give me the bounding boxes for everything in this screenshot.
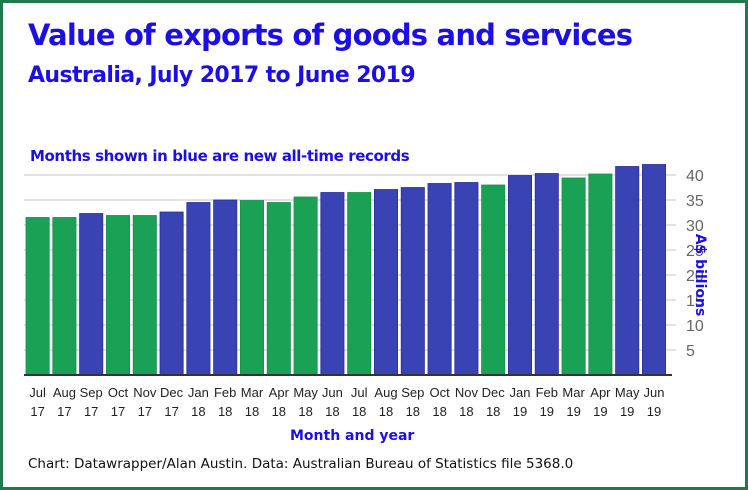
x-tick-year: 19 xyxy=(540,404,554,419)
x-tick-year: 17 xyxy=(57,404,71,419)
bar-feb-19 xyxy=(534,173,559,376)
x-tick-month: Aug xyxy=(374,385,397,400)
x-tick-year: 17 xyxy=(111,404,125,419)
bar-mar-19 xyxy=(561,177,586,376)
x-tick-month: May xyxy=(615,385,640,400)
bar-apr-19 xyxy=(588,173,613,376)
x-tick-month: Sep xyxy=(401,385,424,400)
x-tick-year: 18 xyxy=(406,404,420,419)
x-tick-month: Apr xyxy=(269,385,290,400)
x-tick-year: 17 xyxy=(164,404,178,419)
y-tick-label: 30 xyxy=(686,218,704,235)
bar-nov-18 xyxy=(454,182,479,376)
bar-may-18 xyxy=(293,196,318,376)
y-tick-label: 10 xyxy=(686,318,704,335)
y-tick-label: 15 xyxy=(686,293,704,310)
x-axis-ticks: Jul 17 Aug 17 Sep 17 Oct 17 Nov 17 Dec 17 Jan 18 Feb 18… xyxy=(29,385,664,419)
x-axis-label: Month and year xyxy=(290,428,415,444)
y-axis-ticks: 5 10 15 20 25 30 35 40 xyxy=(686,168,704,360)
x-tick-year: 19 xyxy=(513,404,527,419)
x-tick-month: Jan xyxy=(510,385,531,400)
x-tick-year: 18 xyxy=(459,404,473,419)
bar-jul-18 xyxy=(347,192,372,376)
x-tick-year: 18 xyxy=(432,404,446,419)
bar-oct-17 xyxy=(106,215,131,376)
x-tick-month: May xyxy=(293,385,318,400)
x-tick-year: 18 xyxy=(325,404,339,419)
bars xyxy=(25,164,667,376)
bar-aug-18 xyxy=(373,189,398,376)
x-tick-year: 17 xyxy=(30,404,44,419)
x-tick-year: 17 xyxy=(84,404,98,419)
y-tick-label: 20 xyxy=(686,268,704,285)
x-tick-year: 18 xyxy=(486,404,500,419)
x-tick-month: Jul xyxy=(351,385,368,400)
bar-jul-17 xyxy=(25,217,50,376)
bar-jan-19 xyxy=(507,175,532,376)
y-tick-label: 5 xyxy=(686,343,695,360)
legend-note: Months shown in blue are new all-time re… xyxy=(30,147,410,165)
x-tick-month: Oct xyxy=(429,385,450,400)
bar-jun-19 xyxy=(642,164,667,376)
bar-sep-18 xyxy=(400,187,425,376)
x-tick-month: Feb xyxy=(536,385,558,400)
bar-sep-17 xyxy=(79,213,104,376)
x-tick-month: Dec xyxy=(482,385,506,400)
x-tick-year: 19 xyxy=(647,404,661,419)
x-tick-year: 18 xyxy=(191,404,205,419)
bar-aug-17 xyxy=(52,217,77,376)
bar-oct-18 xyxy=(427,183,452,376)
x-tick-year: 18 xyxy=(298,404,312,419)
chart-subtitle: Australia, July 2017 to June 2019 xyxy=(28,63,416,88)
x-tick-month: Jul xyxy=(29,385,46,400)
x-tick-year: 18 xyxy=(272,404,286,419)
x-tick-month: Nov xyxy=(133,385,157,400)
y-tick-label: 25 xyxy=(686,243,704,260)
bar-jun-18 xyxy=(320,192,345,376)
x-tick-month: Sep xyxy=(80,385,103,400)
x-tick-month: Jun xyxy=(644,385,665,400)
bar-jan-18 xyxy=(186,202,211,376)
x-tick-year: 17 xyxy=(138,404,152,419)
x-tick-year: 19 xyxy=(593,404,607,419)
x-tick-month: Aug xyxy=(53,385,76,400)
x-tick-month: Jun xyxy=(322,385,343,400)
y-axis-label: A$ billions xyxy=(692,233,708,317)
bar-mar-18 xyxy=(239,200,264,376)
x-tick-year: 18 xyxy=(379,404,393,419)
bar-dec-17 xyxy=(159,211,184,376)
chart-title: Value of exports of goods and services xyxy=(28,18,633,52)
x-tick-year: 19 xyxy=(566,404,580,419)
x-tick-month: Apr xyxy=(590,385,611,400)
x-tick-month: Jan xyxy=(188,385,209,400)
y-tick-label: 35 xyxy=(686,193,704,210)
source-footer: Chart: Datawrapper/Alan Austin. Data: Au… xyxy=(28,456,574,472)
bar-nov-17 xyxy=(132,215,157,376)
x-tick-month: Nov xyxy=(455,385,479,400)
x-tick-year: 19 xyxy=(620,404,634,419)
x-tick-month: Mar xyxy=(562,385,585,400)
x-tick-month: Oct xyxy=(108,385,129,400)
bar-dec-18 xyxy=(481,184,506,376)
bar-apr-18 xyxy=(266,202,291,376)
x-tick-month: Dec xyxy=(160,385,184,400)
bar-feb-18 xyxy=(213,199,238,376)
x-tick-month: Feb xyxy=(214,385,236,400)
y-tick-label: 40 xyxy=(686,168,704,185)
x-tick-year: 18 xyxy=(352,404,366,419)
x-tick-month: Mar xyxy=(241,385,264,400)
x-tick-year: 18 xyxy=(245,404,259,419)
bar-may-19 xyxy=(615,166,640,376)
x-tick-year: 18 xyxy=(218,404,232,419)
